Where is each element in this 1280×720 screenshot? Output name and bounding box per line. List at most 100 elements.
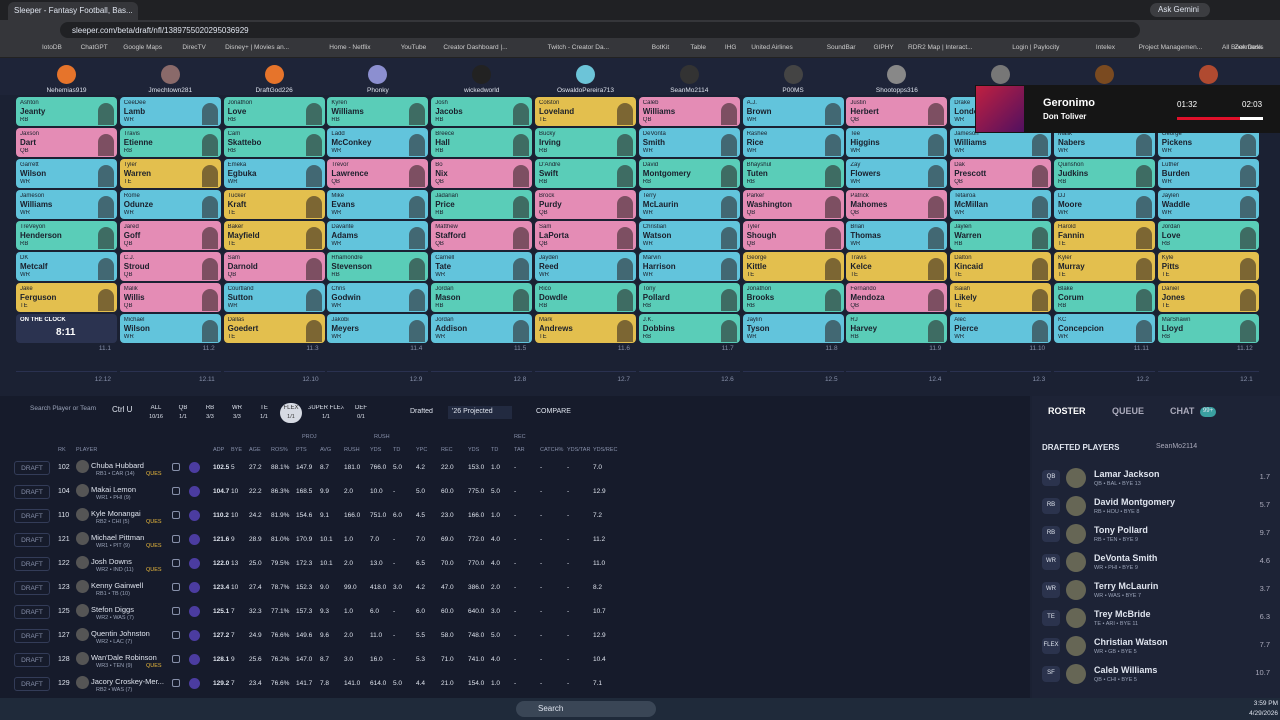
bookmark[interactable]: RDR2 Map | Interact... (908, 44, 973, 51)
drafted-name[interactable]: Terry McLaurin (1094, 581, 1159, 591)
player-name[interactable]: Wan'Dale Robinson (91, 653, 157, 662)
draft-button[interactable]: DRAFT (14, 677, 50, 691)
favorite-star[interactable] (172, 511, 180, 519)
side-tab[interactable]: ROSTER (1048, 406, 1086, 416)
queue-button[interactable] (189, 462, 200, 473)
player-last: Warren (954, 231, 982, 240)
player-name[interactable]: Jacory Croskey-Mer... (91, 677, 164, 686)
side-tab[interactable]: CHAT (1170, 406, 1195, 416)
player-last: Swift (539, 169, 559, 178)
favorite-star[interactable] (172, 631, 180, 639)
bookmark[interactable]: Zen Desk (1234, 44, 1263, 51)
player-name[interactable]: Quentin Johnston (91, 629, 150, 638)
drafted-toggle[interactable]: Drafted (410, 408, 433, 415)
position-filter[interactable]: WR 3/3 (226, 403, 248, 423)
position-filter[interactable]: RB 3/3 (199, 403, 221, 423)
bookmark[interactable]: IHG (724, 44, 737, 51)
position-filter[interactable]: QB 1/1 (172, 403, 194, 423)
bookmark[interactable]: Home - Netflix (329, 44, 371, 51)
compare-button[interactable]: COMPARE (536, 408, 571, 415)
stat: 104.7 (213, 488, 230, 495)
queue-button[interactable] (189, 534, 200, 545)
bookmark[interactable]: YouTube (400, 44, 427, 51)
player-avatar (76, 484, 89, 497)
bookmark[interactable]: Creator Dashboard |... (443, 44, 508, 51)
drafted-name[interactable]: David Montgomery (1094, 497, 1176, 507)
owner-select[interactable]: SeanMo2114 (1156, 443, 1198, 450)
queue-button[interactable] (189, 606, 200, 617)
bookmark[interactable]: IotoDB (42, 44, 62, 51)
draft-button[interactable]: DRAFT (14, 581, 50, 595)
bookmark[interactable]: DirecTV (182, 44, 206, 51)
queue-button[interactable] (189, 510, 200, 521)
position-filter[interactable]: DEF 0/1 (350, 403, 372, 423)
queue-button[interactable] (189, 678, 200, 689)
queue-button[interactable] (189, 558, 200, 569)
drafted-name[interactable]: Trey McBride (1094, 609, 1151, 619)
drafted-name[interactable]: Christian Watson (1094, 637, 1168, 647)
player-name[interactable]: Josh Downs (91, 557, 132, 566)
queue-button[interactable] (189, 486, 200, 497)
favorite-star[interactable] (172, 535, 180, 543)
favorite-star[interactable] (172, 583, 180, 591)
position-filter[interactable]: ALL 10/16 (145, 403, 167, 423)
player-first: Sam (227, 255, 240, 261)
drafted-name[interactable]: Tony Pollard (1094, 525, 1148, 535)
player-name[interactable]: Kenny Gainwell (91, 581, 144, 590)
bookmark[interactable]: United Airlines (751, 44, 793, 51)
drafted-name[interactable]: DeVonta Smith (1094, 553, 1158, 563)
bookmark[interactable]: GIPHY (873, 44, 894, 51)
position-filter[interactable]: TE 1/1 (253, 403, 275, 423)
draft-button[interactable]: DRAFT (14, 557, 50, 571)
player-name[interactable]: Michael Pittman (91, 533, 145, 542)
player-name[interactable]: Makai Lemon (91, 485, 137, 494)
pick-card: Mike Evans WR (327, 190, 429, 219)
player-name[interactable]: Chuba Hubbard (91, 461, 144, 470)
bookmark[interactable]: Project Managemen... (1138, 44, 1203, 51)
favorite-star[interactable] (172, 559, 180, 567)
bookmark[interactable]: All Bookmarks (1222, 44, 1264, 51)
player-avatar (76, 628, 89, 641)
bookmark[interactable]: Table (690, 44, 706, 51)
queue-button[interactable] (189, 630, 200, 641)
bookmark[interactable]: Google Maps (123, 44, 162, 51)
position-filter[interactable]: FLEX 1/1 (280, 403, 302, 423)
bookmark[interactable]: ChatGPT (80, 44, 108, 51)
bookmark[interactable]: Disney+ | Movies an... (225, 44, 290, 51)
pick-card: Garrett Wilson WR (16, 159, 117, 188)
draft-button[interactable]: DRAFT (14, 653, 50, 667)
bookmark[interactable]: Intelex (1095, 44, 1116, 51)
favorite-star[interactable] (172, 679, 180, 687)
gemini[interactable]: Ask Gemini (1150, 3, 1210, 17)
favorite-star[interactable] (172, 463, 180, 471)
taskbar-search[interactable]: Search (516, 701, 656, 717)
bookmark[interactable]: BotKit (651, 44, 670, 51)
url[interactable]: sleeper.com/beta/draft/nfl/1389755020295… (60, 22, 1140, 38)
queue-button[interactable] (189, 582, 200, 593)
bookmark[interactable]: SoundBar (826, 44, 856, 51)
draft-button[interactable]: DRAFT (14, 533, 50, 547)
draft-button[interactable]: DRAFT (14, 485, 50, 499)
queue-button[interactable] (189, 654, 200, 665)
draft-button[interactable]: DRAFT (14, 461, 50, 475)
favorite-star[interactable] (172, 655, 180, 663)
bookmark[interactable]: Twitch - Creator Da... (547, 44, 609, 51)
draft-button[interactable]: DRAFT (14, 509, 50, 523)
favorite-star[interactable] (172, 487, 180, 495)
player-name[interactable]: Stefon Diggs (91, 605, 134, 614)
draft-button[interactable]: DRAFT (14, 605, 50, 619)
tab[interactable]: Sleeper - Fantasy Football, Bas... (8, 2, 138, 20)
player-pos: TE (1058, 241, 1066, 247)
position-filter[interactable]: SUPER FLEX 1/1 (307, 403, 345, 423)
projection-select[interactable]: '26 Projected (448, 406, 512, 419)
stat: 71.0 (441, 656, 454, 663)
player-name[interactable]: Kyle Monangai (91, 509, 141, 518)
side-tab[interactable]: QUEUE (1112, 406, 1145, 416)
search-input[interactable]: Search Player or Team (30, 405, 96, 412)
bookmark[interactable]: Login | Paylocity (1012, 44, 1060, 51)
drafted-name[interactable]: Caleb Williams (1094, 665, 1158, 675)
draft-button[interactable]: DRAFT (14, 629, 50, 643)
favorite-star[interactable] (172, 607, 180, 615)
slot-badge: WR (1042, 582, 1060, 598)
drafted-name[interactable]: Lamar Jackson (1094, 469, 1160, 479)
